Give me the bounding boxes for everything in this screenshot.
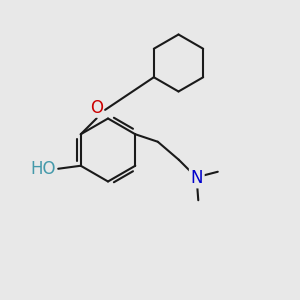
Text: HO: HO <box>30 160 56 178</box>
Text: O: O <box>90 99 103 117</box>
Text: N: N <box>190 169 203 187</box>
